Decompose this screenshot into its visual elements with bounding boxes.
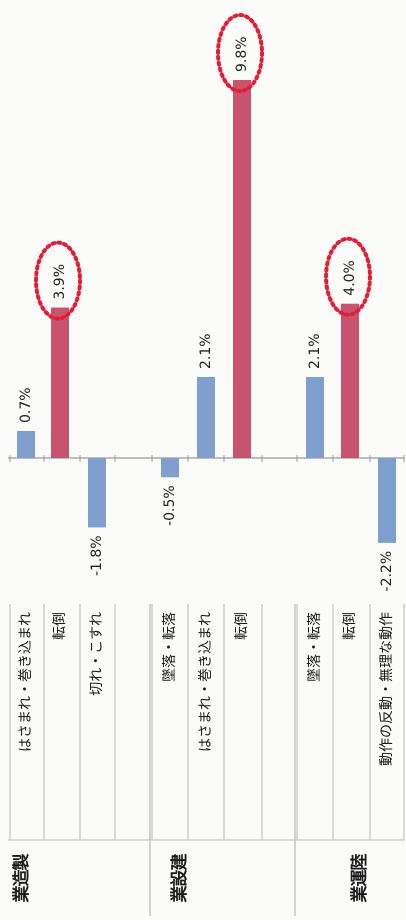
bar-fall	[233, 80, 251, 458]
bar-fall	[341, 303, 359, 458]
industry-name-char: 設	[169, 869, 190, 887]
industry-name-char: 業	[169, 886, 190, 903]
industry-name-char: 業	[11, 886, 32, 903]
industry-name-char: 陸	[349, 854, 370, 871]
highlight-ellipse	[216, 13, 264, 93]
data-label: 2.1%	[307, 333, 323, 369]
highlight-ellipse	[324, 236, 372, 317]
bar-rate	[378, 458, 396, 543]
category-label: 切れ・こすれ	[89, 612, 105, 696]
bar-rate	[197, 377, 215, 458]
category-label: 転倒	[234, 612, 250, 640]
industry-name-char: 運	[350, 870, 370, 887]
industry-name-char: 建	[169, 854, 190, 871]
industry-name-char: 造	[12, 869, 32, 887]
category-label: 動作の反動・無理な動作	[379, 612, 395, 766]
category-label: はさまれ・巻き込まれ	[18, 612, 34, 752]
data-label: -0.5%	[162, 485, 178, 526]
category-label: 転倒	[52, 612, 68, 640]
bar-rate	[306, 377, 324, 458]
category-label: 転倒	[342, 612, 358, 640]
industry-name-char: 製	[11, 854, 32, 872]
data-label: 9.8%	[234, 36, 250, 72]
data-label: 3.9%	[52, 264, 68, 300]
category-label: 墜落・転落	[162, 612, 178, 682]
bar-rate	[88, 458, 106, 528]
data-label: 4.0%	[342, 260, 358, 296]
industry-name-char: 業	[349, 886, 370, 903]
category-label: はさまれ・巻き込まれ	[198, 612, 214, 752]
data-label: -1.8%	[89, 535, 105, 576]
bar-rate	[17, 431, 35, 458]
category-label: 墜落・転落	[307, 612, 323, 682]
data-label: 0.7%	[18, 387, 34, 423]
data-label: -2.2%	[379, 551, 395, 592]
highlight-ellipse	[34, 240, 82, 321]
bar-fall	[51, 307, 69, 458]
bar-rate	[161, 458, 179, 478]
data-label: 2.1%	[198, 333, 214, 369]
